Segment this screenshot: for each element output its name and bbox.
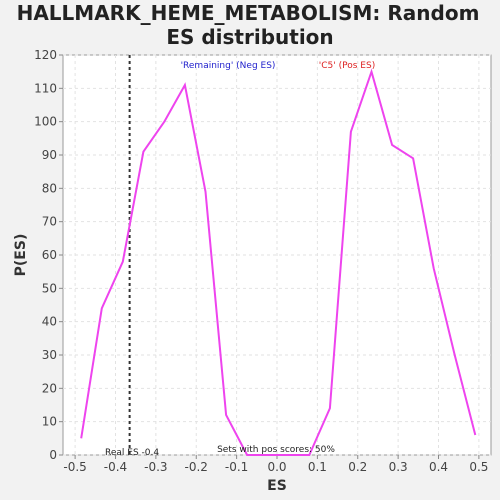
x-tick-label: -0.4: [104, 460, 127, 474]
x-tick-label: 0.0: [267, 460, 286, 474]
y-tick-label: 40: [42, 315, 57, 329]
y-tick-label: 90: [42, 148, 57, 162]
y-tick-label: 0: [49, 448, 57, 462]
x-tick-label: 0.2: [348, 460, 367, 474]
y-tick-label: 10: [42, 415, 57, 429]
x-tick-label: 0.4: [429, 460, 448, 474]
y-tick-label: 120: [34, 48, 57, 62]
x-tick-label: 0.3: [389, 460, 408, 474]
x-tick-label: 0.1: [308, 460, 327, 474]
real-es-label: Real ES -0.4: [105, 448, 159, 458]
pos-es-label: 'C5' (Pos ES): [319, 61, 375, 71]
y-axis-label: P(ES): [13, 234, 29, 277]
y-tick-label: 30: [42, 348, 57, 362]
y-tick-label: 50: [42, 281, 57, 295]
x-tick-label: -0.3: [144, 460, 167, 474]
chart-title-line-2: ES distribution: [166, 25, 333, 49]
axes: 0 10 20 30 40 50 60 70 80 90 100 110 120 -0.5 -0.4 -0.3…: [34, 48, 488, 474]
x-tick-label: -0.2: [185, 460, 208, 474]
x-tick-label: 0.5: [469, 460, 488, 474]
x-tick-label: -0.5: [63, 460, 86, 474]
chart-title-line-1: HALLMARK_HEME_METABOLISM: Random: [17, 1, 480, 25]
y-tick-label: 110: [34, 81, 57, 95]
y-tick-label: 70: [42, 215, 57, 229]
grid: [63, 54, 491, 456]
y-tick-label: 20: [42, 381, 57, 395]
es-distribution-line: [80, 68, 477, 456]
pos-scores-label: Sets with pos scores: 50%: [217, 445, 335, 455]
x-tick-label: -0.1: [225, 460, 248, 474]
y-tick-label: 80: [42, 181, 57, 195]
neg-es-label: 'Remaining' (Neg ES): [181, 61, 276, 71]
y-tick-label: 60: [42, 248, 57, 262]
x-axis-label: ES: [267, 478, 287, 494]
y-tick-label: 100: [34, 115, 57, 129]
